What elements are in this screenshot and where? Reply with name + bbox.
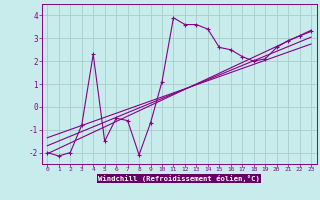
X-axis label: Windchill (Refroidissement éolien,°C): Windchill (Refroidissement éolien,°C): [98, 175, 260, 182]
